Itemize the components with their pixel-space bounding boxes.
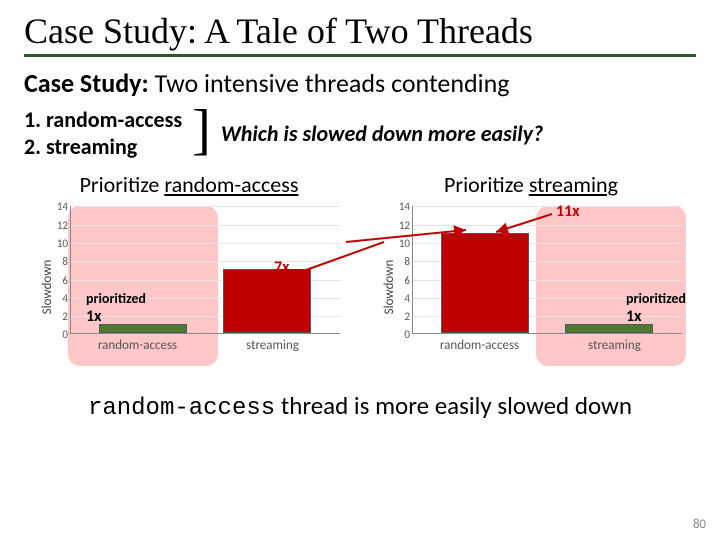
subtitle-prefix: Case Study: (24, 67, 149, 99)
slide-number: 80 (693, 517, 706, 532)
question-text: Which is slowed down more easily? (221, 120, 696, 147)
charts-row: Prioritize random-access Slowdown02468101… (24, 171, 696, 372)
chart-title: Prioritize random-access (24, 171, 354, 198)
subtitle: Case Study: Two intensive threads conten… (24, 67, 696, 99)
slide-title: Case Study: A Tale of Two Threads (24, 10, 696, 57)
bracket-icon: ] (192, 105, 211, 161)
subtitle-rest: Two intensive threads contending (149, 67, 510, 99)
conclusion-term: random-access (88, 395, 275, 422)
conclusion: random-access thread is more easily slow… (24, 390, 696, 422)
thread-1: 1. random-access (24, 106, 182, 134)
chart-title: Prioritize streaming (366, 171, 696, 198)
chart-left: Prioritize random-access Slowdown02468101… (24, 171, 354, 372)
conclusion-rest: thread is more easily slowed down (275, 390, 632, 421)
thread-2: 2. streaming (24, 133, 182, 161)
arrow-icon (24, 202, 354, 372)
chart-right: Prioritize streaming Slowdown02468101214r… (366, 171, 696, 372)
chart-box: Slowdown02468101214random-accessstreamin… (366, 202, 696, 372)
thread-section: 1. random-access 2. streaming ] Which is… (24, 105, 696, 161)
arrow-icon (366, 202, 696, 372)
chart-box: Slowdown02468101214random-accessstreamin… (24, 202, 354, 372)
thread-list: 1. random-access 2. streaming (24, 106, 182, 161)
